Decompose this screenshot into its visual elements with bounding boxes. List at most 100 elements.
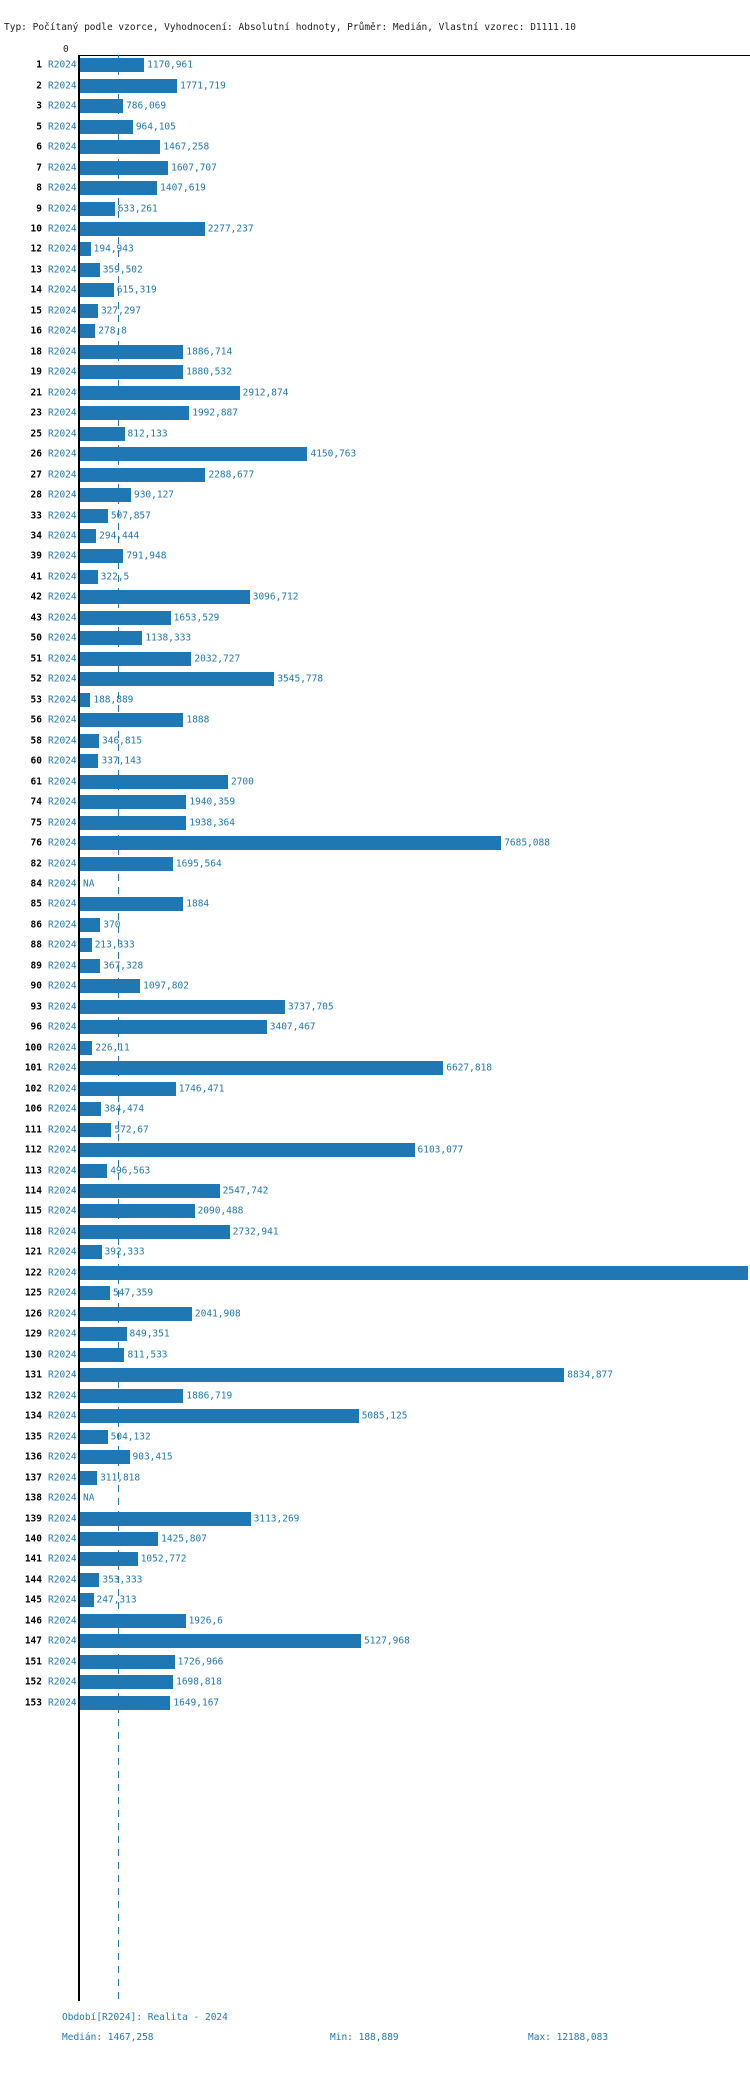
bar[interactable]	[80, 1102, 102, 1117]
bar[interactable]	[80, 897, 184, 912]
bar[interactable]	[80, 1020, 267, 1035]
bar[interactable]	[80, 1368, 565, 1383]
bar[interactable]	[80, 1388, 184, 1403]
bar[interactable]	[80, 1306, 192, 1321]
bar[interactable]	[80, 999, 285, 1014]
bar[interactable]	[80, 1265, 748, 1280]
bar-value-label: 1425,807	[161, 1533, 207, 1545]
bar[interactable]	[80, 344, 184, 359]
bar-value-label: 346,815	[102, 735, 143, 747]
bar[interactable]	[80, 1163, 108, 1178]
bar[interactable]	[80, 181, 158, 196]
bar[interactable]	[80, 979, 141, 994]
bar[interactable]	[80, 590, 250, 605]
bar-container: 226,11	[80, 1038, 750, 1058]
bar[interactable]	[80, 1327, 127, 1342]
bar-container: 337,143	[80, 751, 750, 771]
bar-value-label: 1888	[186, 714, 210, 726]
bar[interactable]	[80, 426, 125, 441]
bar[interactable]	[80, 1061, 444, 1076]
bar-container: NA	[80, 1488, 750, 1508]
bar[interactable]	[80, 795, 187, 810]
bar[interactable]	[80, 406, 190, 421]
row-period-label: R2024	[48, 571, 77, 583]
bar[interactable]	[80, 1511, 251, 1526]
bar[interactable]	[80, 488, 131, 503]
bar[interactable]	[80, 1654, 175, 1669]
row-index-label: 136	[24, 1451, 42, 1463]
bar[interactable]	[80, 672, 275, 687]
bar[interactable]	[80, 58, 145, 73]
bar-row: 53 R2024 188,889	[0, 690, 750, 710]
bar[interactable]	[80, 1695, 171, 1710]
bar[interactable]	[80, 365, 184, 380]
bar[interactable]	[80, 385, 240, 400]
bar[interactable]	[80, 1286, 110, 1301]
bar[interactable]	[80, 99, 124, 114]
row-index-label: 18	[30, 346, 42, 358]
bar[interactable]	[80, 733, 99, 748]
bar[interactable]	[80, 529, 97, 544]
bar[interactable]	[80, 917, 101, 932]
bar[interactable]	[80, 1081, 176, 1096]
bar-row: 76 R2024 7685,088	[0, 833, 750, 853]
bar[interactable]	[80, 78, 178, 93]
bar[interactable]	[80, 1531, 159, 1546]
bar-row: 50 R2024 1138,333	[0, 628, 750, 648]
bar[interactable]	[80, 1613, 186, 1628]
row-period-label: R2024	[48, 325, 77, 337]
bar[interactable]	[80, 836, 502, 851]
bar[interactable]	[80, 1552, 138, 1567]
bar[interactable]	[80, 651, 192, 666]
bar[interactable]	[80, 713, 184, 728]
bar[interactable]	[80, 1122, 112, 1137]
bar[interactable]	[80, 1470, 98, 1485]
row-period-label: R2024	[48, 632, 77, 644]
bar[interactable]	[80, 610, 171, 625]
bar[interactable]	[80, 1593, 94, 1608]
bar[interactable]	[80, 324, 96, 339]
bar[interactable]	[80, 692, 91, 707]
bar[interactable]	[80, 856, 173, 871]
bar[interactable]	[80, 938, 92, 953]
bar[interactable]	[80, 549, 124, 564]
bar[interactable]	[80, 1429, 108, 1444]
bar-container: 1726,966	[80, 1652, 750, 1672]
bar[interactable]	[80, 508, 108, 523]
bar-container: 2090,488	[80, 1201, 750, 1221]
bar[interactable]	[80, 815, 187, 830]
bar[interactable]	[80, 1450, 130, 1465]
bar[interactable]	[80, 1184, 220, 1199]
bar[interactable]	[80, 140, 161, 155]
bar[interactable]	[80, 1409, 359, 1424]
bar[interactable]	[80, 1347, 125, 1362]
bar[interactable]	[80, 447, 308, 462]
bar[interactable]	[80, 1634, 362, 1649]
bar[interactable]	[80, 754, 99, 769]
bar[interactable]	[80, 283, 114, 298]
row-period-label: R2024	[48, 510, 77, 522]
bar-container: 2288,677	[80, 464, 750, 484]
bar[interactable]	[80, 221, 205, 236]
bar[interactable]	[80, 958, 101, 973]
bar[interactable]	[80, 774, 228, 789]
bar[interactable]	[80, 242, 91, 257]
page-title: Typ: Počítaný podle vzorce, Vyhodnocení:…	[4, 22, 576, 33]
bar[interactable]	[80, 262, 100, 277]
bar[interactable]	[80, 631, 143, 646]
bar[interactable]	[80, 1675, 174, 1690]
bar[interactable]	[80, 1040, 93, 1055]
bar[interactable]	[80, 569, 98, 584]
bar[interactable]	[80, 1143, 415, 1158]
row-period-label: R2024	[48, 1144, 77, 1156]
bar[interactable]	[80, 467, 206, 482]
bar-value-label: 964,105	[135, 121, 176, 133]
bar[interactable]	[80, 303, 98, 318]
bar[interactable]	[80, 201, 115, 216]
bar[interactable]	[80, 1572, 100, 1587]
bar[interactable]	[80, 160, 169, 175]
bar[interactable]	[80, 1224, 230, 1239]
bar[interactable]	[80, 1204, 195, 1219]
bar[interactable]	[80, 119, 133, 134]
bar[interactable]	[80, 1245, 102, 1260]
